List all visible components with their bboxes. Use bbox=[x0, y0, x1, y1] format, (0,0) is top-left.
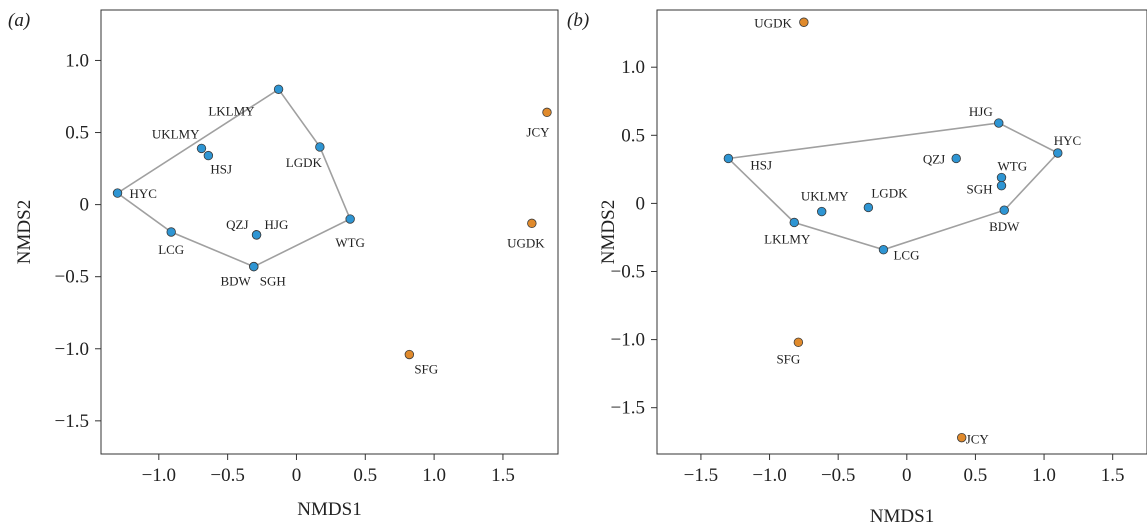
data-point-bdw bbox=[999, 205, 1009, 215]
point-label-hjg: HJG bbox=[969, 104, 993, 119]
x-tick-label: −1.0 bbox=[752, 465, 786, 486]
point-label-ugdk: UGDK bbox=[507, 235, 545, 250]
plot-frame bbox=[656, 9, 1147, 455]
point-label-uklmy: UKLMY bbox=[801, 189, 849, 204]
point-label-sfg: SFG bbox=[414, 362, 438, 377]
data-point-sfg bbox=[793, 337, 804, 348]
point-label-bdw: BDW bbox=[989, 219, 1020, 234]
point-label-qzj: QZJ bbox=[923, 151, 945, 166]
point-label-jcy: JCY bbox=[526, 124, 550, 139]
data-point-lgdk bbox=[863, 202, 874, 213]
data-point-ugdk bbox=[799, 17, 809, 27]
data-point-wtg bbox=[345, 214, 355, 224]
point-label-qzj: QZJ bbox=[226, 217, 248, 232]
panel-b: (b) −1.5 −1.0 −0.5 0 0.5 1.0 1.5 1.0 0.5 0 −0.5 −1.0… bbox=[567, 9, 1147, 527]
y-tick-label: −1.5 bbox=[611, 398, 645, 419]
data-point-sgh bbox=[249, 261, 259, 272]
data-point-hyc bbox=[112, 188, 123, 198]
y-tick-label: 0 bbox=[80, 195, 90, 216]
y-tick-label: 0.5 bbox=[65, 123, 89, 144]
data-point-lklmy bbox=[789, 217, 799, 228]
point-label-wtg: WTG bbox=[335, 235, 365, 250]
data-point-lgdk bbox=[315, 142, 325, 152]
point-label-uklmy: UKLMY bbox=[152, 126, 200, 141]
point-label-jcy: JCY bbox=[966, 432, 990, 447]
point-label-lklmy: LKLMY bbox=[208, 103, 255, 118]
x-tick-label: 0.5 bbox=[964, 465, 988, 486]
data-point-hjg bbox=[994, 118, 1004, 128]
x-tick-label: 1.5 bbox=[1101, 465, 1125, 486]
point-label-hsj: HSJ bbox=[750, 157, 772, 172]
panel-a: (a) −1.0 −0.5 0 0.5 1.0 1.5 1.0 0.5 0 −0.5 −1.0 −1.5… bbox=[8, 9, 559, 520]
panel-label: (a) bbox=[8, 10, 30, 31]
data-point-hsj bbox=[203, 150, 214, 161]
y-tick-label: −1.5 bbox=[55, 411, 89, 432]
point-label-ugdk: UGDK bbox=[754, 15, 792, 30]
y-tick-label: 0 bbox=[636, 193, 646, 214]
point-label-lgdk: LGDK bbox=[871, 185, 908, 200]
x-tick-label: 0 bbox=[902, 465, 912, 486]
data-point-wtg bbox=[996, 172, 1007, 183]
data-point-lcg bbox=[166, 227, 176, 237]
data-point-qzj bbox=[951, 153, 961, 164]
x-tick-label: 0 bbox=[292, 465, 302, 486]
x-axis-label: NMDS1 bbox=[870, 506, 934, 527]
data-point-sfg bbox=[404, 349, 415, 360]
data-point-jcy bbox=[957, 432, 967, 443]
x-tick-label: 0.5 bbox=[353, 465, 377, 486]
point-label-sgh: SGH bbox=[966, 182, 992, 197]
data-point-hyc bbox=[1053, 148, 1063, 158]
point-label-lgdk: LGDK bbox=[286, 155, 323, 170]
y-tick-label: −0.5 bbox=[611, 261, 645, 282]
point-label-lklmy: LKLMY bbox=[764, 231, 811, 246]
point-label-sgh: SGH bbox=[260, 274, 286, 289]
x-tick-label: 1.0 bbox=[422, 465, 446, 486]
data-point-hsj bbox=[723, 153, 734, 164]
point-label-lcg: LCG bbox=[158, 242, 184, 257]
point-label-hyc: HYC bbox=[1054, 133, 1081, 148]
x-tick-label: 1.0 bbox=[1032, 465, 1056, 486]
x-tick-label: −1.5 bbox=[684, 465, 718, 486]
point-label-sfg: SFG bbox=[776, 351, 800, 366]
plot-frame bbox=[100, 9, 559, 455]
data-point-lklmy bbox=[273, 84, 284, 94]
x-tick-label: −1.0 bbox=[142, 465, 176, 486]
x-tick-label: 1.5 bbox=[491, 465, 515, 486]
point-label-wtg: WTG bbox=[998, 159, 1028, 174]
data-point-uklmy bbox=[196, 143, 207, 154]
y-axis-label: NMDS2 bbox=[598, 200, 619, 264]
data-point-lcg bbox=[878, 245, 889, 255]
point-label-hsj: HSJ bbox=[210, 162, 232, 177]
y-tick-label: 0.5 bbox=[621, 125, 645, 146]
point-label-lcg: LCG bbox=[893, 248, 919, 263]
y-tick-label: −0.5 bbox=[55, 267, 89, 288]
y-tick-label: −1.0 bbox=[611, 330, 645, 351]
data-point-sgh bbox=[996, 180, 1007, 191]
point-label-hjg: HJG bbox=[265, 217, 289, 232]
point-label-hyc: HYC bbox=[130, 186, 157, 201]
y-tick-label: 1.0 bbox=[621, 57, 645, 78]
y-axis-label: NMDS2 bbox=[14, 200, 35, 264]
x-tick-label: −0.5 bbox=[210, 465, 244, 486]
x-tick-label: −0.5 bbox=[821, 465, 855, 486]
point-label-bdw: BDW bbox=[220, 274, 251, 289]
y-tick-label: −1.0 bbox=[55, 339, 89, 360]
data-point-jcy bbox=[542, 107, 552, 118]
x-axis-label: NMDS1 bbox=[297, 499, 361, 520]
panel-label: (b) bbox=[567, 10, 589, 31]
y-tick-label: 1.0 bbox=[65, 50, 89, 71]
data-point-ugdk bbox=[527, 218, 537, 229]
data-point-uklmy bbox=[817, 206, 827, 217]
data-point-hjg bbox=[251, 230, 262, 240]
